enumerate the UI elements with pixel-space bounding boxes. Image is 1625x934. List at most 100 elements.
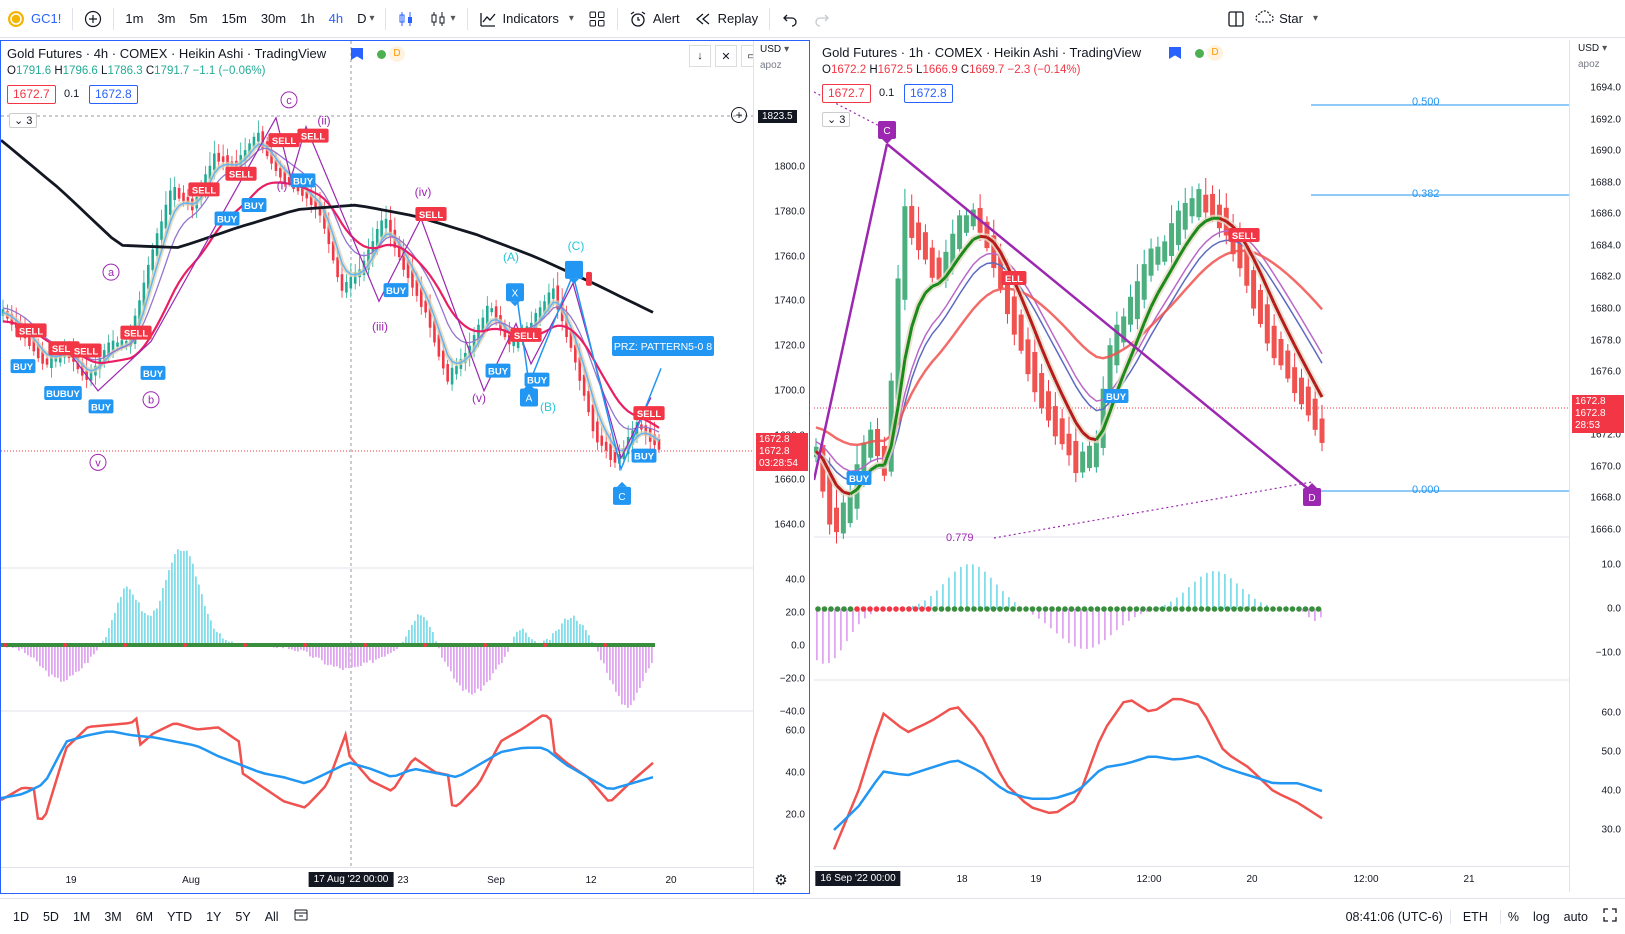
range-1d[interactable]: 1D [13, 909, 29, 924]
histogram-bar [1164, 604, 1166, 609]
right-chart-canvas[interactable]: C D BUY BUY SELL ELL [814, 40, 1569, 892]
price-axis-right[interactable]: USD ▾ apoz 1694.0 1692.0 1690.0 1688.0 1686.0… [1569, 40, 1625, 892]
candle-body [936, 257, 942, 280]
oscillator-slow-line [833, 754, 1323, 831]
histogram-bar [150, 615, 152, 645]
candle-body [397, 240, 401, 258]
indicators-button[interactable]: Indicators ▾ [472, 0, 581, 38]
layout-button[interactable] [581, 0, 613, 38]
clock-timezone[interactable]: 08:41:06 (UTC-6) [1345, 909, 1443, 924]
bar-style-button[interactable]: ▾ [422, 0, 462, 38]
interval-1h[interactable]: 1h [293, 0, 321, 38]
time-axis-right[interactable]: 18 19 12:00 20 12:00 21 16 Sep '22 00:00 [814, 866, 1569, 892]
trend-segment [1197, 219, 1207, 228]
candle-body [155, 233, 159, 256]
interval-d[interactable]: D ▾ [350, 0, 381, 38]
ma-slow [815, 249, 1323, 447]
date-range-button[interactable] [286, 907, 316, 926]
histogram-bar [405, 636, 407, 645]
alert-button[interactable]: Alert [622, 0, 687, 38]
currency-select[interactable]: USD ▾ [1578, 43, 1608, 54]
crosshair-plus-icon[interactable]: + [731, 107, 747, 123]
range-all[interactable]: All [264, 909, 279, 924]
ask-price[interactable]: 1672.8 [89, 85, 138, 104]
histogram-bar [81, 645, 83, 669]
redo-button[interactable] [806, 0, 838, 38]
interval-15m[interactable]: 15m [215, 0, 254, 38]
candle-body [1073, 440, 1079, 474]
chart-pane-right[interactable]: C D BUY BUY SELL ELL Gold Futures · 1h · COME… [814, 40, 1625, 894]
zero-dot [1179, 606, 1185, 612]
histogram-bar [912, 605, 914, 609]
zero-dot [1003, 606, 1010, 612]
scale-mode[interactable]: apoz [1578, 59, 1600, 70]
range-ytd[interactable]: YTD [167, 909, 193, 924]
candle-body [861, 442, 867, 483]
range-1y[interactable]: 1Y [206, 909, 222, 924]
price-axis-left[interactable]: USD ▾ apoz 1800.0 1780.0 1760.0 1740.0 1720.0… [753, 41, 809, 893]
histogram-bar [78, 645, 80, 672]
session-button[interactable]: ETH [1449, 909, 1501, 924]
log-scale-button[interactable]: log [1532, 909, 1550, 924]
histogram-bar [1002, 591, 1004, 609]
zero-dot [1133, 606, 1140, 612]
histogram-bar [207, 613, 209, 645]
range-6m[interactable]: 6M [135, 909, 154, 924]
interval-3m[interactable]: 3m [150, 0, 182, 38]
left-chart-canvas[interactable]: c (ii) (iv) (iii) (v) (i) a b v (A) (B) (C) X A C PRZ: … [1, 41, 753, 893]
candle-body [1141, 264, 1147, 300]
indicator-collapse[interactable]: ⌄ 3 [822, 112, 851, 127]
histogram-bar [192, 563, 194, 645]
trend-segment [951, 255, 961, 268]
replay-button[interactable]: Replay [687, 0, 765, 38]
undo-button[interactable] [774, 0, 806, 38]
candle-body [455, 365, 458, 375]
histogram-bar [1068, 609, 1070, 644]
range-5d[interactable]: 5D [42, 909, 59, 924]
histogram-bar [1062, 609, 1064, 639]
divider [466, 7, 468, 30]
zero-dot [899, 606, 906, 612]
bar-style-candles-button[interactable] [390, 0, 422, 38]
histogram-bar [564, 618, 566, 645]
interval-5m[interactable]: 5m [182, 0, 214, 38]
histogram-bar [1152, 609, 1154, 610]
indicator-collapse[interactable]: ⌄ 3 [9, 113, 38, 128]
sell-signal [297, 128, 329, 143]
interval-1m[interactable]: 1m [118, 0, 150, 38]
interval-4h[interactable]: 4h [322, 0, 350, 38]
zero-dot [1172, 606, 1179, 612]
compare-button[interactable] [77, 0, 109, 38]
zero-dot [1244, 606, 1250, 612]
interval-30m[interactable]: 30m [254, 0, 293, 38]
range-5y[interactable]: 5Y [235, 909, 251, 924]
range-3m[interactable]: 3M [104, 909, 122, 924]
fullscreen-button[interactable] [1595, 907, 1625, 926]
percent-scale-button[interactable]: % [1507, 909, 1519, 924]
close-icon[interactable]: ✕ [715, 45, 737, 67]
range-1m[interactable]: 1M [72, 909, 91, 924]
price-tick: 1686.0 [1590, 208, 1621, 220]
currency-select[interactable]: USD ▾ [760, 44, 790, 55]
zero-dot [932, 606, 938, 612]
histogram-bar [177, 549, 179, 645]
scale-mode[interactable]: apoz [760, 60, 782, 71]
chart-pane-left[interactable]: c (ii) (iv) (iii) (v) (i) a b v (A) (B) (C) X A C PRZ: … [0, 40, 810, 894]
histogram-bar [1314, 609, 1316, 621]
histogram-bar [618, 645, 620, 697]
histogram-bar [609, 645, 611, 681]
candle-body [389, 219, 392, 238]
layout-split-button[interactable]: Star ▾ [1220, 0, 1325, 38]
zero-dot [860, 606, 867, 612]
sell-signal-text: SELL [1232, 231, 1256, 242]
arrow-down-icon[interactable]: ↓ [689, 45, 711, 67]
bid-price[interactable]: 1672.7 [7, 85, 56, 104]
ask-price[interactable]: 1672.8 [904, 84, 953, 103]
candle-body [472, 335, 476, 352]
settings-gear-icon[interactable]: ⚙ [774, 872, 788, 889]
bid-price[interactable]: 1672.7 [822, 84, 871, 103]
auto-scale-button[interactable]: auto [1563, 909, 1588, 924]
symbol-search[interactable]: GC1! [0, 0, 68, 38]
candle-body [840, 502, 846, 534]
time-axis-left[interactable]: 19 Aug 23 Sep 12 20 17 Aug '22 00:00 [1, 867, 753, 893]
